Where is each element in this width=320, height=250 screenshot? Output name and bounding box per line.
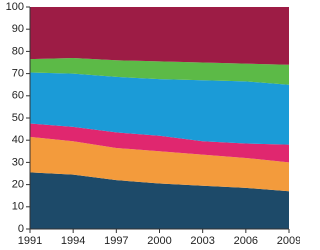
y-tick-label: 60 <box>12 90 24 102</box>
x-tick-label: 2009 <box>277 235 300 247</box>
x-tick-label: 2003 <box>190 235 214 247</box>
x-tick-label: 1991 <box>18 235 42 247</box>
area <box>30 123 289 163</box>
area <box>30 7 289 65</box>
y-tick-label: 80 <box>12 45 24 57</box>
x-tick-label: 2006 <box>234 235 258 247</box>
chart: 0 10 20 30 40 50 60 70 80 90 100 1991 1994 1997 2000 20… <box>6 1 300 247</box>
y-tick-label: 30 <box>12 156 24 168</box>
area <box>30 58 289 85</box>
y-tick-label: 100 <box>6 1 24 13</box>
y-tick-label: 20 <box>12 179 24 191</box>
y-tick-label: 90 <box>12 23 24 35</box>
area <box>30 72 289 145</box>
y-tick-label: 0 <box>18 223 24 235</box>
area <box>30 136 289 192</box>
y-tick-label: 70 <box>12 68 24 80</box>
x-tick-label: 1994 <box>61 235 85 247</box>
x-tick-label: 1997 <box>104 235 128 247</box>
x-tick-label: 2000 <box>147 235 171 247</box>
y-tick-label: 40 <box>12 134 24 146</box>
y-tick-label: 10 <box>12 201 24 213</box>
area <box>30 172 289 229</box>
y-tick-label: 50 <box>12 112 24 124</box>
